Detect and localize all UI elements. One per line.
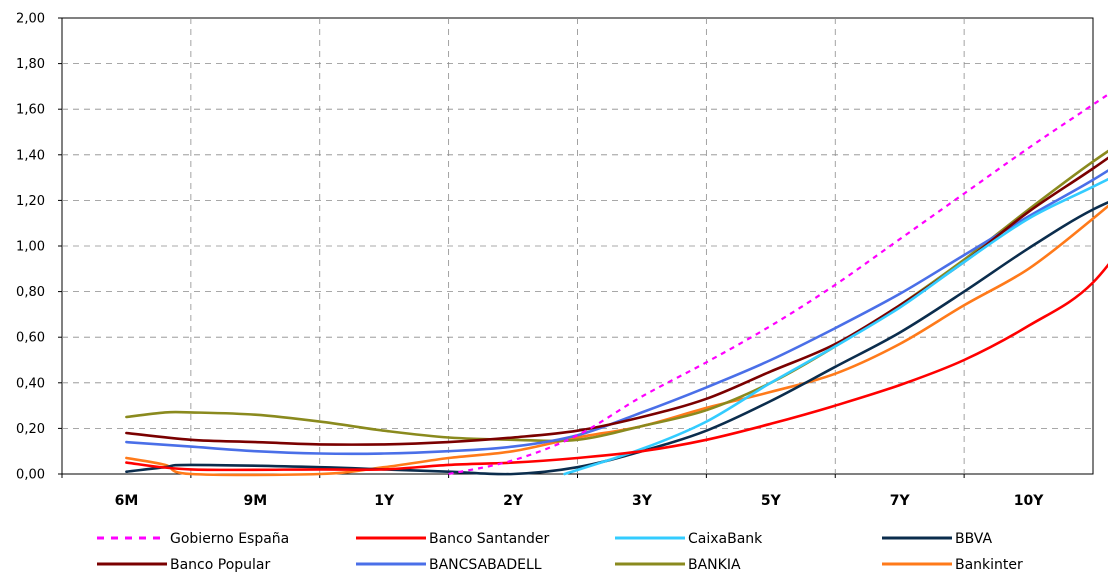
legend-label: BANCSABADELL (429, 557, 542, 573)
legend-item-caixabank: CaixaBank (615, 531, 763, 547)
x-tick-label: 10Y (1014, 493, 1044, 509)
legend-item-bankia: BANKIA (615, 557, 741, 573)
series-line-banco-santander (125, 263, 1108, 472)
legend-label: BBVA (955, 531, 992, 547)
x-tick-label: 6M (115, 493, 139, 509)
y-tick-label: 2,00 (16, 12, 45, 27)
y-tick-label: 1,60 (16, 103, 45, 118)
legend: Gobierno España Banco Santander CaixaBank B… (97, 531, 1023, 573)
y-tick-label: 0,60 (16, 331, 45, 346)
y-tick-label: 1,00 (16, 240, 45, 255)
legend-item-gobierno-espana: Gobierno España (97, 531, 289, 547)
y-tick-label: 1,40 (16, 148, 45, 163)
legend-item-banco-santander: Banco Santander (356, 531, 550, 547)
legend-item-bancsabadell: BANCSABADELL (356, 557, 542, 573)
x-tick-label: 1Y (374, 493, 395, 509)
legend-label: BANKIA (688, 557, 741, 573)
y-tick-label: 0,00 (16, 468, 45, 483)
y-tick-label: 0,20 (16, 422, 45, 437)
legend-item-bbva: BBVA (882, 531, 992, 547)
legend-label: Banco Popular (170, 557, 271, 573)
legend-label: Gobierno España (170, 531, 289, 547)
x-tick-label: 5Y (761, 493, 782, 509)
y-tick-label: 0,40 (16, 376, 45, 391)
series-line-banco-popular (125, 156, 1108, 446)
x-tick-label: 2Y (503, 493, 524, 509)
y-tick-label: 1,80 (16, 57, 45, 72)
series-line-caixabank (563, 177, 1108, 476)
grid (61, 17, 1094, 475)
y-axis: 0,00 0,20 0,40 0,60 0,80 1,00 1,20 1,40 1,60 1,80… (16, 12, 62, 483)
legend-item-bankinter: Bankinter (882, 557, 1023, 573)
y-tick-label: 0,80 (16, 285, 45, 300)
x-axis: 6M 9M 1Y 2Y 3Y 5Y 7Y 10Y (61, 474, 1044, 509)
series-line-gobierno-espana (448, 93, 1108, 476)
series-line-bancsabadell (125, 169, 1108, 456)
plot-area (125, 93, 1108, 477)
legend-label: Bankinter (955, 557, 1023, 573)
series-line-bankia (125, 149, 1108, 443)
x-tick-label: 3Y (632, 493, 653, 509)
x-tick-label: 7Y (890, 493, 911, 509)
y-tick-label: 1,20 (16, 194, 45, 209)
legend-label: CaixaBank (688, 531, 763, 547)
x-tick-label: 9M (243, 493, 267, 509)
legend-item-banco-popular: Banco Popular (97, 557, 271, 573)
legend-label: Banco Santander (429, 531, 550, 547)
